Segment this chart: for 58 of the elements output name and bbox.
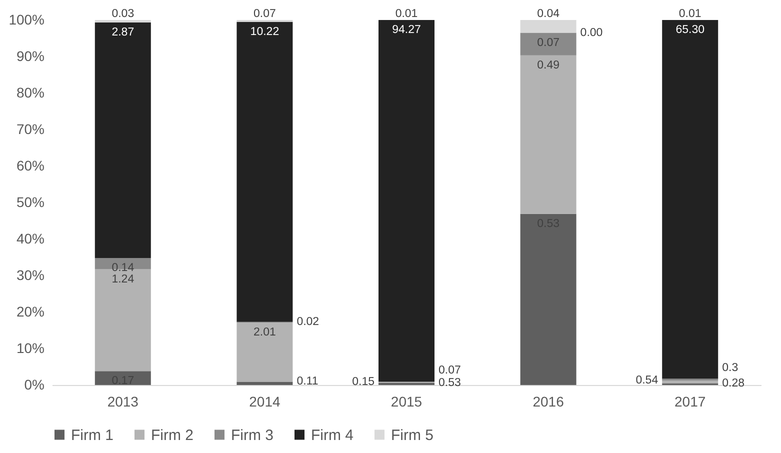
annotation: 1.24 xyxy=(112,273,135,286)
annotation: 0.49 xyxy=(537,59,560,72)
y-tick-label: 70% xyxy=(16,121,44,137)
annotation: 0.15 xyxy=(352,376,374,388)
y-tick-label: 50% xyxy=(16,194,44,210)
y-tick-label: 100% xyxy=(8,12,44,28)
annotation: 0.53 xyxy=(438,376,461,389)
x-tick-label: 2016 xyxy=(532,394,564,410)
bar xyxy=(520,20,576,33)
bar xyxy=(520,55,576,214)
annotation: 2.87 xyxy=(112,26,134,39)
annotation: 0.07 xyxy=(438,364,461,377)
legend-label: Firm 3 xyxy=(231,426,274,444)
bar xyxy=(94,20,151,23)
annotation: 2.01 xyxy=(254,326,276,339)
annotation: 65.30 xyxy=(676,24,704,36)
annotation: 10.22 xyxy=(250,26,280,38)
annotation: 94.27 xyxy=(392,24,421,36)
annotation: 0.14 xyxy=(112,262,135,274)
annotation: 0.3 xyxy=(722,362,738,374)
annotation: 0.00 xyxy=(580,26,603,39)
x-tick-label: 2017 xyxy=(674,394,706,410)
bar xyxy=(94,371,151,385)
y-tick-label: 0% xyxy=(24,376,44,392)
y-tick-label: 90% xyxy=(16,48,44,64)
bar xyxy=(236,22,293,322)
bar xyxy=(236,382,293,385)
legend-label: Firm 5 xyxy=(391,426,434,444)
x-tick-label: 2013 xyxy=(107,394,139,410)
bar xyxy=(662,380,718,384)
annotation: 0.28 xyxy=(722,378,744,390)
annotation: 0.01 xyxy=(395,8,418,20)
legend-label: Firm 2 xyxy=(151,426,194,444)
annotation: 0.03 xyxy=(112,8,134,20)
y-tick-label: 10% xyxy=(16,340,44,356)
bar xyxy=(662,20,718,379)
bar xyxy=(94,258,151,270)
bar xyxy=(94,22,151,258)
annotation: 0.04 xyxy=(537,8,560,20)
annotation: 0.07 xyxy=(537,36,560,49)
annotation: 0.07 xyxy=(254,8,276,20)
legend-label: Firm 1 xyxy=(71,426,114,444)
y-tick-label: 40% xyxy=(16,230,44,246)
y-tick-label: 60% xyxy=(16,158,44,174)
legend-label: Firm 4 xyxy=(311,426,354,444)
bar xyxy=(520,32,576,56)
bar xyxy=(378,20,434,382)
bar xyxy=(520,214,576,385)
annotation: 0.02 xyxy=(296,316,320,328)
bar xyxy=(236,322,293,382)
y-tick-label: 80% xyxy=(16,84,44,100)
y-tick-label: 30% xyxy=(16,267,44,283)
annotation: 0.11 xyxy=(296,376,318,388)
annotation: 0.01 xyxy=(678,8,702,20)
y-tick-label: 20% xyxy=(16,304,44,320)
x-tick-label: 2015 xyxy=(390,394,422,410)
annotation: 0.54 xyxy=(636,374,659,387)
x-tick-label: 2014 xyxy=(249,394,280,410)
